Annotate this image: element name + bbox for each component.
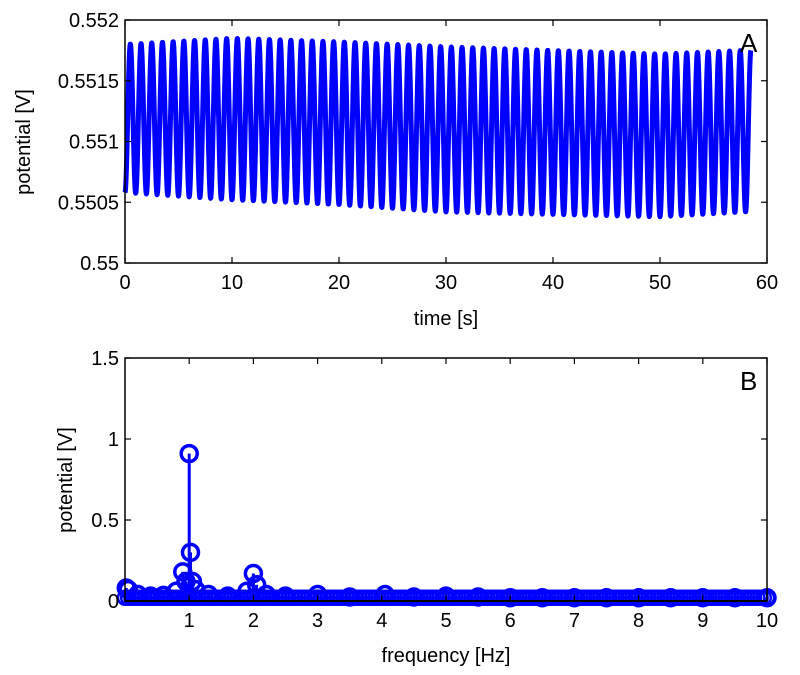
panel-b-stem-marker (660, 588, 681, 608)
panel-b-y-tick-label: 1 (108, 429, 119, 451)
panel-b-stem-marker (436, 586, 456, 606)
panel-b-stem-marker (180, 542, 201, 563)
panel-b-x-tick-label: 7 (569, 610, 580, 632)
panel-b-x-tick-label: 4 (376, 610, 387, 632)
panel-b-stem-marker (118, 579, 138, 600)
panel-b-label: B (740, 366, 757, 396)
panel-a-y-tick-label: 0.552 (69, 10, 119, 32)
panel-b-x-tick-label: 1 (184, 610, 195, 632)
panel-b-stem-marker (532, 588, 553, 608)
panel-a-label: A (740, 28, 758, 58)
panel-b-stem-marker (256, 584, 276, 605)
panel-b-x-tick-label: 5 (440, 610, 451, 632)
panel-a-x-tick-label: 40 (542, 272, 564, 294)
panel-b-stem-marker (243, 563, 264, 584)
panel-b-y-tick-label: 0.5 (91, 510, 119, 532)
panel-a-x-tick-label: 30 (435, 272, 457, 294)
panel-b-x-tick-label: 6 (505, 610, 516, 632)
panel-b-stem-marker (564, 588, 585, 608)
panel-b-x-tick-label: 8 (633, 610, 644, 632)
panel-b-axes-box (124, 357, 768, 602)
panel-b-frequency-spectrum: 1 2 3 4 5 6 7 8 9 10 0 0.5 1 1.5 B frequency [Hz] po… (55, 348, 778, 667)
panel-b-stem-marker (500, 588, 520, 608)
panel-b-stem-marker (725, 588, 745, 608)
panel-a-y-ticks: 0.55 0.5505 0.551 0.5515 0.552 (58, 10, 767, 275)
panel-a-x-tick-label: 20 (328, 272, 350, 294)
panel-b-stem-marker (128, 584, 148, 605)
panel-b-stem-marker (468, 587, 488, 607)
panel-b-y-tick-label: 1.5 (91, 348, 119, 370)
panel-a-series-line (122, 35, 754, 220)
panel-b-x-tick-label: 2 (248, 610, 259, 632)
panel-b-stem-marker (246, 575, 267, 595)
panel-b-stem-marker (375, 584, 395, 605)
panel-a-y-axis-label: potential [V] (13, 89, 35, 195)
panel-b-stems (116, 443, 777, 608)
panel-a-y-tick-label: 0.5505 (58, 192, 119, 214)
panel-a-x-axis-label: time [s] (414, 308, 478, 330)
panel-b-stem-marker (693, 588, 713, 608)
panel-b-plot-area (116, 443, 777, 608)
panel-a-y-tick-label: 0.55 (80, 253, 119, 275)
panel-b-stem-marker (140, 586, 161, 606)
panel-b-stem-marker (307, 584, 328, 605)
panel-b-y-ticks: 0 0.5 1 1.5 (91, 348, 767, 613)
panel-a-plot-area (122, 35, 754, 220)
panel-b-stem-marker (404, 587, 424, 607)
panel-a-x-tick-label: 50 (649, 272, 671, 294)
panel-a-y-tick-label: 0.551 (69, 132, 119, 154)
panel-a-time-series: 0 10 20 30 40 50 60 0.55 0.5505 0.551 0.5515 0.552… (13, 10, 778, 330)
panel-b-stem-marker (275, 586, 296, 606)
panel-b-stem-marker (179, 443, 199, 464)
panel-b-stem-marker (596, 588, 617, 608)
panel-a-x-ticks: 0 10 20 30 40 50 60 (119, 20, 778, 294)
panel-b-x-ticks: 1 2 3 4 5 6 7 8 9 10 (184, 358, 778, 632)
panel-b-y-tick-label: 0 (108, 591, 119, 613)
panel-b-x-tick-label: 3 (312, 610, 323, 632)
panel-b-stem-marker (628, 588, 649, 608)
panel-a-y-tick-label: 0.5515 (58, 71, 119, 93)
panel-b-x-tick-label: 10 (756, 610, 778, 632)
panel-a-x-tick-label: 10 (221, 272, 243, 294)
panel-b-y-axis-label: potential [V] (55, 427, 77, 533)
panel-b-stem-marker (217, 586, 238, 606)
panel-a-x-tick-label: 0 (119, 272, 130, 294)
panel-b-x-axis-label: frequency [Hz] (382, 645, 511, 667)
panel-a-x-tick-label: 60 (756, 272, 778, 294)
panel-b-x-tick-label: 9 (697, 610, 708, 632)
panel-b-stem-marker (339, 587, 360, 607)
panel-b-stem-marker (198, 584, 219, 605)
panel-b-stem-marker (166, 581, 187, 602)
